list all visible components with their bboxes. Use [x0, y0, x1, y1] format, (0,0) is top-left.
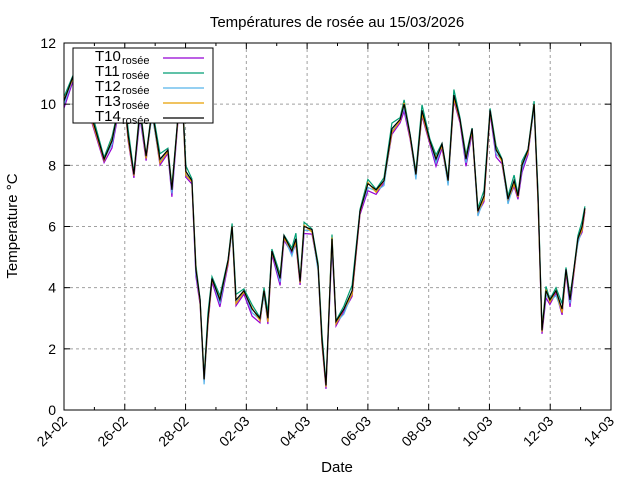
legend-sublabel: rosée: [122, 100, 150, 112]
plot-border: [63, 42, 612, 411]
legend-box: [72, 47, 214, 124]
legend-sublabel: rosée: [122, 70, 150, 82]
x-tick-label: 12-03: [520, 413, 557, 450]
y-tick-label: 12: [40, 35, 56, 51]
x-tick-label: 08-03: [398, 413, 435, 450]
y-tick-label: 6: [48, 219, 56, 235]
x-tick-label: 28-02: [155, 413, 192, 450]
x-tick-label: 06-03: [337, 413, 374, 450]
legend-sublabel: rosée: [122, 85, 150, 97]
legend-label: T10: [95, 48, 121, 65]
y-tick-label: 10: [40, 96, 56, 112]
x-axis-label: Date: [321, 459, 353, 476]
chart-title: Températures de rosée au 15/03/2026: [210, 14, 464, 31]
series-lines: [63, 70, 586, 389]
y-tick-label: 0: [48, 402, 56, 418]
legend-label: T11: [95, 63, 120, 80]
x-tick-label: 04-03: [277, 413, 314, 450]
x-tick-label: 10-03: [459, 413, 496, 450]
legend-label: T12: [95, 78, 121, 95]
legend-label: T13: [95, 93, 121, 110]
y-tick-label: 8: [48, 157, 56, 173]
series-line-t14: [63, 71, 586, 386]
x-tick-label: 26-02: [94, 413, 131, 450]
x-tick-label: 14-03: [580, 413, 617, 450]
legend-label: T14: [95, 108, 121, 125]
legend-sublabel: rosée: [122, 115, 150, 127]
x-tick-label: 24-02: [33, 413, 70, 450]
x-tick-label: 02-03: [216, 413, 253, 450]
y-tick-label: 2: [48, 341, 56, 357]
y-tick-label: 4: [48, 280, 56, 296]
legend-sublabel: rosée: [122, 55, 150, 67]
y-axis-label: Temperature °C: [4, 173, 21, 278]
